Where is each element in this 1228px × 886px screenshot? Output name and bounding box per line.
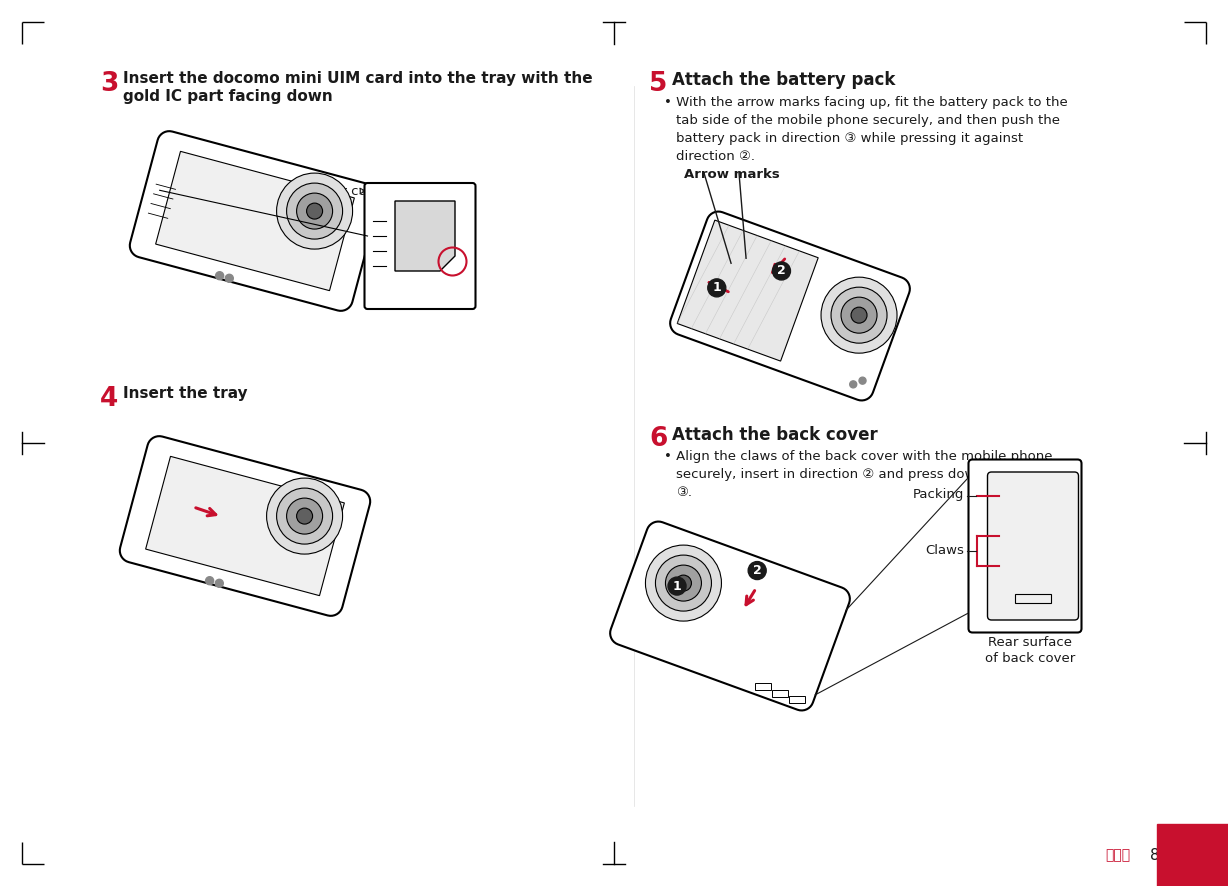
Circle shape: [286, 498, 323, 534]
Circle shape: [748, 562, 766, 579]
Polygon shape: [395, 201, 456, 271]
Polygon shape: [610, 522, 850, 711]
Circle shape: [822, 277, 896, 354]
Circle shape: [215, 579, 223, 587]
Circle shape: [656, 556, 711, 611]
Text: gold IC part facing down: gold IC part facing down: [123, 89, 333, 104]
Text: direction ②.: direction ②.: [675, 150, 755, 163]
Polygon shape: [156, 152, 355, 291]
Text: Arrow marks: Arrow marks: [684, 168, 780, 181]
Circle shape: [216, 272, 223, 280]
Text: of back cover: of back cover: [985, 652, 1076, 665]
Text: Attach the back cover: Attach the back cover: [672, 426, 878, 444]
Text: 2: 2: [777, 264, 786, 277]
Circle shape: [668, 577, 686, 595]
Circle shape: [266, 478, 343, 554]
Bar: [1016, 594, 1051, 603]
Text: 3: 3: [99, 71, 118, 97]
Circle shape: [831, 287, 887, 343]
Circle shape: [850, 381, 857, 388]
Text: • Align the claws of the back cover with the mobile phone: • Align the claws of the back cover with…: [664, 450, 1052, 463]
Circle shape: [666, 565, 701, 601]
Circle shape: [225, 275, 233, 283]
Circle shape: [286, 183, 343, 239]
Circle shape: [851, 307, 867, 323]
Circle shape: [276, 173, 352, 249]
Text: Packing: Packing: [914, 487, 964, 501]
Text: Insert the docomo mini UIM card into the tray with the: Insert the docomo mini UIM card into the…: [123, 71, 593, 86]
Circle shape: [297, 508, 313, 525]
Polygon shape: [677, 220, 818, 361]
Bar: [788, 696, 804, 703]
Bar: [755, 683, 771, 690]
Polygon shape: [670, 212, 910, 400]
Text: battery pack in direction ③ while pressing it against: battery pack in direction ③ while pressi…: [675, 132, 1023, 145]
Text: tab side of the mobile phone securely, and then push the: tab side of the mobile phone securely, a…: [675, 114, 1060, 127]
Circle shape: [675, 575, 691, 591]
FancyBboxPatch shape: [987, 472, 1078, 620]
Circle shape: [307, 203, 323, 219]
Circle shape: [297, 193, 333, 229]
Circle shape: [772, 262, 791, 280]
Text: 1: 1: [673, 579, 682, 593]
Circle shape: [860, 377, 866, 385]
Text: Attach the battery pack: Attach the battery pack: [672, 71, 895, 89]
Text: 5: 5: [650, 71, 667, 97]
Circle shape: [205, 577, 214, 585]
Polygon shape: [130, 131, 381, 311]
Text: 6: 6: [650, 426, 667, 452]
Text: 4: 4: [99, 386, 118, 412]
Circle shape: [841, 297, 877, 333]
Circle shape: [276, 488, 333, 544]
Bar: [771, 689, 788, 696]
Text: Rear surface: Rear surface: [989, 636, 1072, 649]
Text: Corner cut: Corner cut: [302, 184, 373, 198]
Text: 1: 1: [712, 282, 721, 294]
FancyBboxPatch shape: [365, 183, 475, 309]
Text: securely, insert in direction ② and press down in direction: securely, insert in direction ② and pres…: [675, 468, 1063, 481]
Text: Claws: Claws: [926, 545, 964, 557]
Circle shape: [646, 545, 721, 621]
Text: 83: 83: [1149, 848, 1169, 862]
Text: ③.: ③.: [675, 486, 693, 499]
Bar: [1157, 824, 1228, 886]
FancyBboxPatch shape: [969, 460, 1082, 633]
Circle shape: [707, 279, 726, 297]
Text: 2: 2: [753, 564, 761, 577]
Polygon shape: [120, 436, 370, 616]
Text: • With the arrow marks facing up, fit the battery pack to the: • With the arrow marks facing up, fit th…: [664, 96, 1068, 109]
Text: その他: その他: [1105, 848, 1130, 862]
Polygon shape: [146, 456, 344, 595]
Text: Insert the tray: Insert the tray: [123, 386, 248, 401]
